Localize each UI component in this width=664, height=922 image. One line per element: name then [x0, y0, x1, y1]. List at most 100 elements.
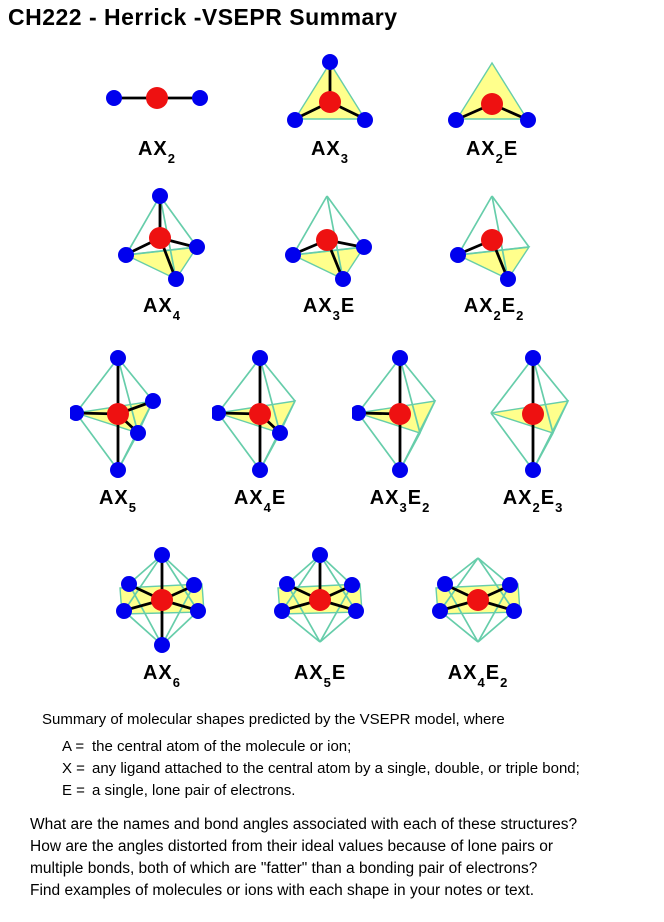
ligand-atom [357, 112, 373, 128]
ligand-atom [272, 425, 288, 441]
ligand-atom [437, 576, 453, 592]
ax6-octahedral-diagram [116, 547, 206, 653]
definition-e: E = a single, lone pair of electrons. [62, 780, 580, 802]
molecule-ax4e: AX4E [212, 348, 308, 515]
molecule-label: AX4E2 [447, 662, 509, 690]
ligand-atom [190, 603, 206, 619]
definitions-block: A = the central atom of the molecule or … [62, 736, 580, 802]
ax2e2-bent-diagram [450, 195, 531, 287]
molecule-label: AX2E3 [502, 487, 564, 515]
ligand-atom [212, 405, 226, 421]
central-atom [146, 87, 168, 109]
ligand-atom [106, 90, 122, 106]
molecule-label: AX2E [465, 138, 519, 166]
central-atom [309, 589, 331, 611]
ligand-atom [252, 350, 268, 366]
ligand-atom [116, 603, 132, 619]
ligand-atom [154, 637, 170, 653]
ligand-atom [152, 188, 168, 204]
central-atom [522, 403, 544, 425]
summary-line: Summary of molecular shapes predicted by… [42, 711, 505, 728]
ligand-atom [189, 239, 205, 255]
question-line: How are the angles distorted from their … [30, 838, 553, 855]
definition-text: a single, lone pair of electrons. [92, 782, 296, 799]
ligand-atom [356, 239, 372, 255]
ligand-atom [145, 393, 161, 409]
molecule-label: AX3E2 [369, 487, 431, 515]
molecule-ax2e3: AX2E3 [485, 348, 581, 515]
ligand-atom [502, 577, 518, 593]
ligand-atom [130, 425, 146, 441]
ax4e-seesaw-diagram [212, 350, 297, 478]
ligand-atom [352, 405, 366, 421]
ax3e2-t-shaped-diagram [352, 350, 437, 478]
ax2e3-linear-diagram [490, 350, 570, 478]
definition-text: any ligand attached to the central atom … [92, 760, 580, 777]
definition-text: the central atom of the molecule or ion; [92, 738, 352, 755]
central-atom [467, 589, 489, 611]
central-atom [389, 403, 411, 425]
ligand-atom [312, 547, 328, 563]
central-atom [149, 227, 171, 249]
molecule-ax5e: AX5E [267, 547, 373, 690]
definition-symbol: A = [62, 738, 85, 755]
central-atom [151, 589, 173, 611]
ligand-atom [118, 247, 134, 263]
ligand-atom [450, 247, 466, 263]
ligand-atom [392, 350, 408, 366]
central-atom [107, 403, 129, 425]
molecule-label: AX6 [142, 662, 182, 690]
ligand-atom [110, 462, 126, 478]
ligand-atom [252, 462, 268, 478]
ax5e-square-pyramidal-diagram [274, 547, 364, 643]
ligand-atom [154, 547, 170, 563]
molecule-label: AX5E [293, 662, 347, 690]
molecule-label: AX3 [310, 138, 350, 166]
ax2-linear-diagram [106, 87, 208, 109]
molecule-label: AX2 [137, 138, 177, 166]
ax3-trigonal-planar-diagram [287, 54, 373, 128]
central-atom [316, 229, 338, 251]
question-line: multiple bonds, both of which are "fatte… [30, 860, 538, 877]
ax3e-trigonal-pyramidal-diagram [285, 195, 372, 287]
ligand-atom [448, 112, 464, 128]
ligand-atom [285, 247, 301, 263]
ligand-atom [525, 350, 541, 366]
ligand-atom [392, 462, 408, 478]
ligand-atom [348, 603, 364, 619]
ligand-atom [506, 603, 522, 619]
ligand-atom [168, 271, 184, 287]
ax5-trigonal-bipyramidal-diagram [70, 350, 161, 478]
ax4e2-square-planar-diagram [432, 557, 522, 643]
molecule-label: AX3E [302, 295, 356, 323]
ligand-atom [274, 603, 290, 619]
ligand-atom [335, 271, 351, 287]
ligand-atom [500, 271, 516, 287]
question-line: What are the names and bond angles assoc… [30, 816, 578, 833]
ligand-atom [287, 112, 303, 128]
molecule-ax2e: AX2E [446, 53, 538, 166]
definition-symbol: X = [62, 760, 85, 777]
ligand-atom [432, 603, 448, 619]
ligand-atom [186, 577, 202, 593]
ligand-atom [110, 350, 126, 366]
ligand-atom [525, 462, 541, 478]
molecule-ax4e2: AX4E2 [425, 547, 531, 690]
molecule-label: AX4E [233, 487, 287, 515]
definition-x: X = any ligand attached to the central a… [62, 758, 580, 780]
molecule-ax3e2: AX3E2 [352, 348, 448, 515]
molecule-ax3: AX3 [284, 53, 376, 166]
molecule-ax6: AX6 [109, 547, 215, 690]
ligand-atom [322, 54, 338, 70]
ligand-atom [344, 577, 360, 593]
molecule-label: AX5 [98, 487, 138, 515]
molecule-ax5: AX5 [70, 348, 166, 515]
ligand-atom [520, 112, 536, 128]
molecule-label: AX4 [142, 295, 182, 323]
ligand-atom [192, 90, 208, 106]
ax2e-bent-diagram [448, 61, 536, 128]
ligand-atom [279, 576, 295, 592]
ligand-atom [121, 576, 137, 592]
definition-a: A = the central atom of the molecule or … [62, 736, 580, 758]
